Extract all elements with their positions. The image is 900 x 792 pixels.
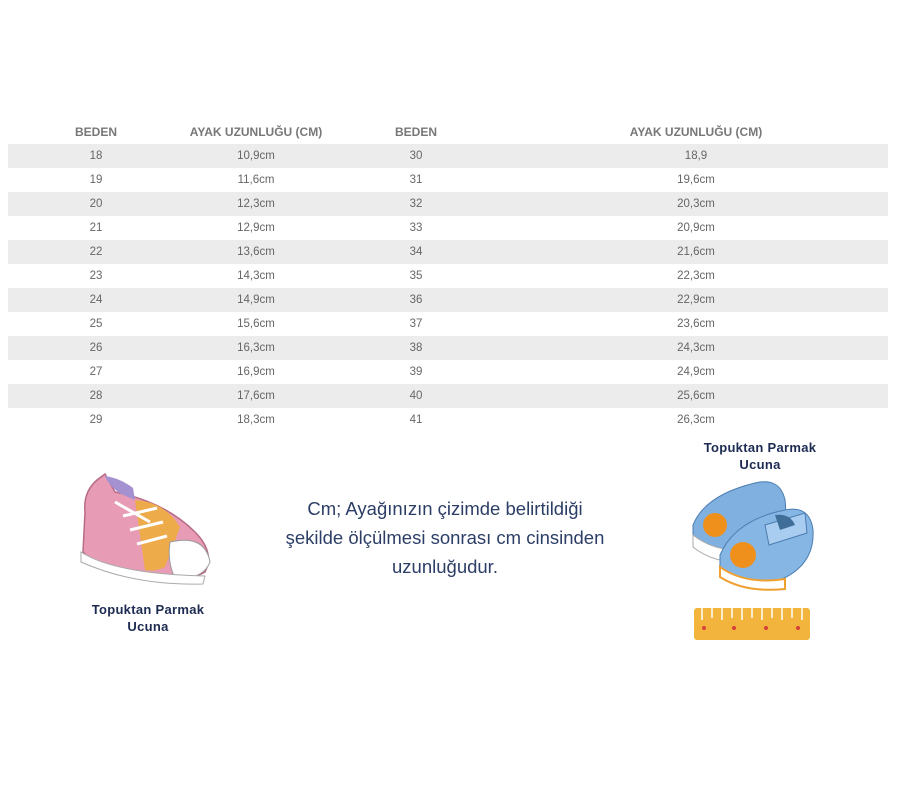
length-cell: 22,9cm — [677, 294, 715, 306]
size-cell: 27 — [89, 366, 103, 378]
size-cell: 23 — [89, 270, 103, 282]
length-cell: 11,6cm — [237, 174, 275, 186]
header-size-2: BEDEN — [394, 125, 437, 139]
length-cell: 12,9cm — [237, 222, 275, 234]
header-size-1: BEDEN — [74, 125, 117, 139]
description-line3: uzunluğudur. — [392, 556, 498, 577]
size-cell: 35 — [409, 270, 423, 282]
size-cell: 24 — [89, 294, 103, 306]
length-cell: 10,9cm — [237, 150, 275, 162]
right-caption-line1: Topuktan Parmak — [703, 440, 817, 455]
length-cell: 25,6cm — [677, 390, 715, 402]
measurement-description: Cm; Ayağınızın çizimde belirtildiği şeki… — [250, 494, 640, 581]
table-row: 25 15,6cm 37 23,6cm — [8, 312, 888, 336]
length-cell: 17,6cm — [237, 390, 275, 402]
size-cell: 18 — [89, 150, 103, 162]
length-cell: 24,9cm — [677, 366, 715, 378]
right-caption: Topuktan Parmak Ucuna — [680, 439, 840, 473]
length-cell: 20,3cm — [677, 198, 715, 210]
size-cell: 21 — [89, 222, 103, 234]
length-cell: 15,6cm — [237, 318, 275, 330]
table-row: 26 16,3cm 38 24,3cm — [8, 336, 888, 360]
table-row: 18 10,9cm 30 18,9 — [8, 144, 888, 168]
length-cell: 16,3cm — [237, 342, 275, 354]
length-cell: 18,9 — [684, 150, 708, 162]
table-row: 24 14,9cm 36 22,9cm — [8, 288, 888, 312]
left-caption-line2: Ucuna — [127, 619, 169, 634]
size-cell: 32 — [409, 198, 423, 210]
length-cell: 20,9cm — [677, 222, 715, 234]
size-cell: 26 — [89, 342, 103, 354]
size-cell: 28 — [89, 390, 103, 402]
size-cell: 40 — [409, 390, 423, 402]
size-cell: 33 — [409, 222, 423, 234]
left-caption-line1: Topuktan Parmak — [91, 602, 205, 617]
size-cell: 22 — [89, 246, 103, 258]
length-cell: 24,3cm — [677, 342, 715, 354]
table-row: 29 18,3cm 41 26,3cm — [8, 408, 888, 432]
length-cell: 12,3cm — [237, 198, 275, 210]
size-cell: 39 — [409, 366, 423, 378]
length-cell: 22,3cm — [677, 270, 715, 282]
left-caption: Topuktan Parmak Ucuna — [78, 601, 218, 635]
header-length-1: AYAK UZUNLUĞU (CM) — [189, 125, 323, 139]
size-cell: 19 — [89, 174, 103, 186]
length-cell: 18,3cm — [237, 414, 275, 426]
size-cell: 31 — [409, 174, 423, 186]
description-line1: Cm; Ayağınızın çizimde belirtildiği — [307, 498, 583, 519]
size-cell: 20 — [89, 198, 103, 210]
table-row: 27 16,9cm 39 24,9cm — [8, 360, 888, 384]
size-cell: 38 — [409, 342, 423, 354]
length-cell: 14,3cm — [237, 270, 275, 282]
pink-sneaker-illustration — [80, 472, 211, 585]
size-cell: 37 — [409, 318, 423, 330]
length-cell: 23,6cm — [677, 318, 715, 330]
length-cell: 14,9cm — [237, 294, 275, 306]
length-cell: 13,6cm — [237, 246, 275, 258]
size-cell: 41 — [409, 414, 423, 426]
size-cell: 30 — [409, 150, 423, 162]
length-cell: 26,3cm — [677, 414, 715, 426]
header-length-2: AYAK UZUNLUĞU (CM) — [629, 125, 763, 139]
table-row: 20 12,3cm 32 20,3cm — [8, 192, 888, 216]
description-line2: şekilde ölçülmesi sonrası cm cinsinden — [285, 527, 605, 548]
right-caption-line2: Ucuna — [739, 457, 781, 472]
size-cell: 29 — [89, 414, 103, 426]
length-cell: 21,6cm — [677, 246, 715, 258]
size-table: BEDEN AYAK UZUNLUĞU (CM) BEDEN AYAK UZUN… — [8, 120, 888, 432]
size-cell: 25 — [89, 318, 103, 330]
table-header: BEDEN AYAK UZUNLUĞU (CM) BEDEN AYAK UZUN… — [8, 120, 888, 144]
ruler-icon — [694, 608, 810, 640]
table-row: 21 12,9cm 33 20,9cm — [8, 216, 888, 240]
length-cell: 16,9cm — [237, 366, 275, 378]
size-cell: 36 — [409, 294, 423, 306]
table-row: 22 13,6cm 34 21,6cm — [8, 240, 888, 264]
blue-baby-shoes-illustration — [692, 481, 814, 591]
table-row: 23 14,3cm 35 22,3cm — [8, 264, 888, 288]
size-cell: 34 — [409, 246, 423, 258]
table-row: 28 17,6cm 40 25,6cm — [8, 384, 888, 408]
table-row: 19 11,6cm 31 19,6cm — [8, 168, 888, 192]
length-cell: 19,6cm — [677, 174, 715, 186]
